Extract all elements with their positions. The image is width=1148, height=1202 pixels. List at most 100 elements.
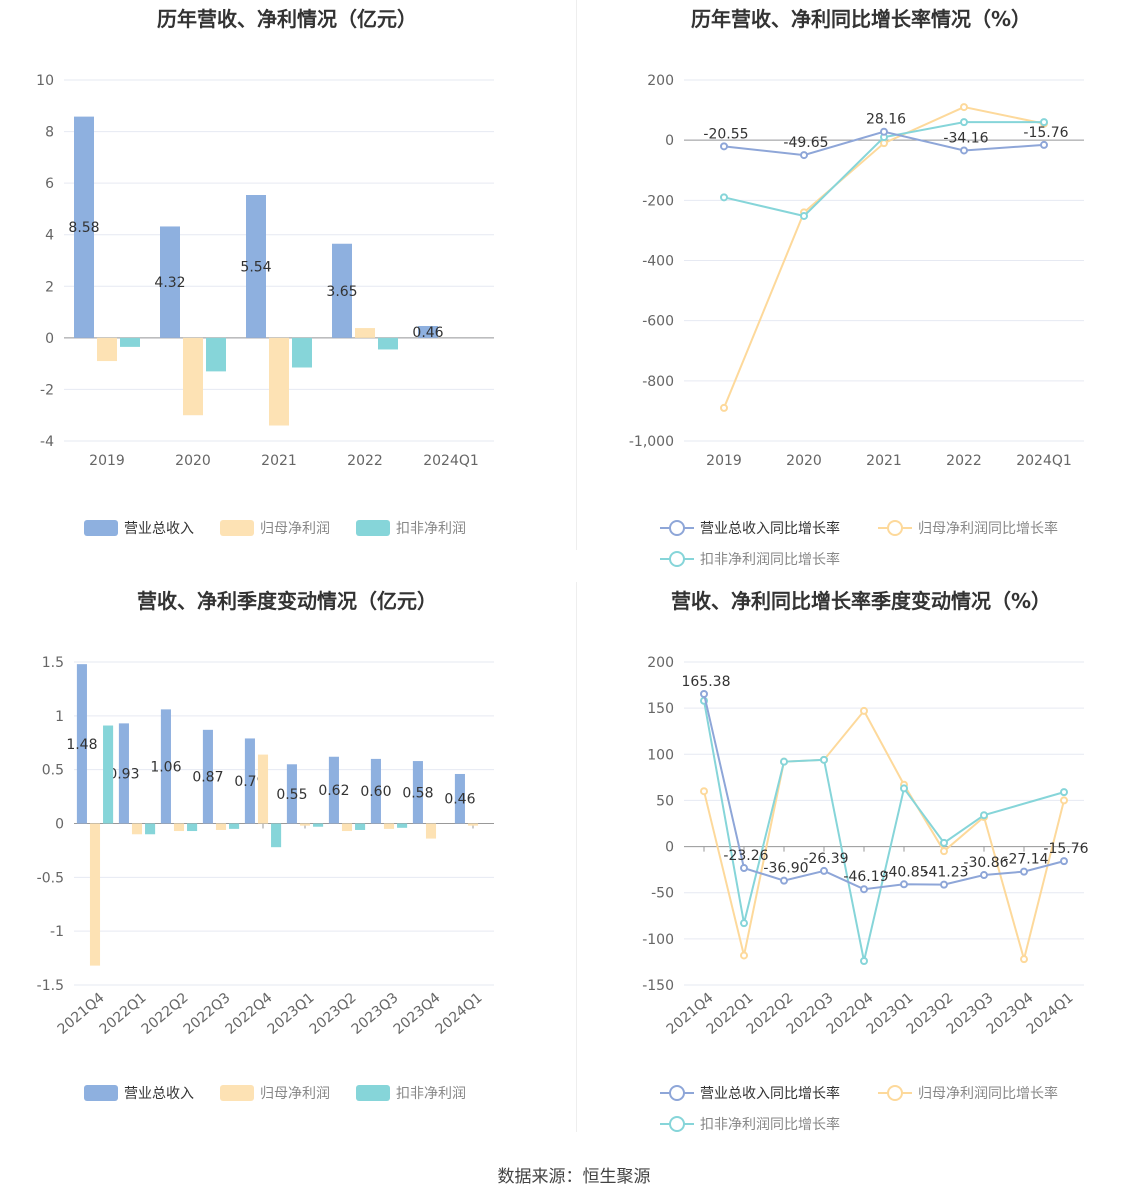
line-point [860,957,868,966]
x-tick-label: 2022Q1 [97,990,150,1038]
line-point [1040,140,1048,149]
x-tick-label: 2023Q2 [307,990,360,1038]
x-tick-label: 2021 [866,453,902,469]
line-point [860,706,868,715]
bar-deducted [206,337,226,372]
y-tick-label: -200 [642,193,674,209]
legend-swatch [84,520,118,536]
line-point [720,193,728,202]
legend-label: 营业总收入 [124,1086,194,1102]
bar-revenue [160,226,180,338]
y-tick-label: 6 [45,176,54,192]
legend-marker [887,1085,903,1101]
data-label: 28.16 [866,112,906,128]
data-label: 0.46 [444,792,475,808]
data-label: -34.16 [943,130,988,146]
y-tick-label: 2 [45,279,54,295]
bar-net-profit [383,823,395,829]
bar-revenue [246,195,266,338]
bar-revenue [418,325,438,338]
legend-label: 营业总收入 [124,521,194,537]
bar-net-profit [257,754,269,824]
y-tick-label: 4 [45,228,54,244]
data-label: -40.85 [883,864,928,880]
legend-marker [669,520,685,536]
y-tick-label: -1 [50,924,64,940]
y-tick-label: -800 [642,374,674,390]
y-tick-label: 200 [647,73,674,89]
line-point [700,787,708,796]
bar-net-profit [341,823,353,832]
bar-revenue [370,758,381,824]
x-tick-label: 2022Q3 [181,990,234,1038]
x-tick-label: 2024Q1 [423,453,479,469]
data-label: 5.54 [240,259,271,275]
x-tick-label: 2023Q1 [265,990,318,1038]
y-tick-label: 1.5 [42,655,64,671]
legend-label: 营业总收入同比增长率 [700,520,840,537]
x-tick-label: 2022 [946,453,982,469]
data-label: -27.14 [1003,852,1048,868]
legend-label: 扣非净利润同比增长率 [700,551,840,568]
line-point [1040,118,1048,127]
x-tick-label: 2024Q1 [1016,453,1072,469]
y-tick-label: 0.5 [42,763,64,779]
data-label: -15.76 [1043,841,1088,857]
legend-swatch [356,1085,390,1101]
data-label: -30.86 [963,855,1008,871]
line-point [1020,867,1028,876]
bar-revenue [328,756,339,824]
chart-title: 营收、净利季度变动情况（亿元） [137,589,437,613]
bar-net-profit [215,823,227,830]
line-point [940,838,948,847]
y-tick-label: -1.5 [37,978,64,994]
y-tick-label: 50 [656,793,674,809]
data-label: 0.62 [318,783,349,799]
quarter-growth-chart: 营收、净利同比增长率季度变动情况（%） 200 150 100 50 0 -50 -100 -1… [642,589,1088,1133]
y-tick-label: 1 [55,709,64,725]
bar-deducted [187,823,198,832]
line-series-deducted [703,700,1065,962]
y-tick-label: -150 [642,978,674,994]
bar-deducted [145,823,156,835]
y-tick-label: -4 [40,434,54,450]
bar-net-profit [173,823,185,832]
legend-label: 营业总收入同比增长率 [700,1085,840,1102]
x-tick-label: 2024Q1 [433,990,486,1038]
data-label: 0.55 [276,787,307,803]
bar-revenue [74,116,94,338]
line-point [880,127,888,136]
y-tick-label: -400 [642,254,674,270]
bar-deducted [313,823,324,827]
line-point [820,866,828,875]
line-point [720,403,728,412]
line-point [820,755,828,764]
y-tick-label: -50 [651,886,674,902]
bar-net-profit [425,823,437,839]
x-tick-label: 2022 [347,453,383,469]
y-tick-label: 0 [55,817,64,833]
legend-marker [669,1085,685,1101]
legend-label: 归母净利润同比增长率 [918,520,1058,537]
quarter-amount-chart: 营收、净利季度变动情况（亿元）1.510.50-0.5-1-1.52021Q42… [37,589,494,1102]
legend-swatch [356,520,390,536]
data-label: 1.48 [66,737,97,753]
data-label: 8.58 [68,220,99,236]
data-label: -26.39 [803,851,848,867]
legend-label: 扣非净利润 [396,1086,466,1102]
bar-net-profit [467,823,479,826]
bar-deducted [397,823,408,828]
x-tick-label: 2019 [706,453,742,469]
data-source: 数据来源：恒生聚源 [497,1167,651,1187]
annual-growth-panel: 历年营收、净利同比增长率情况（%） 200 0 -200 -400 -600 -800 -1,… [574,0,1148,582]
bar-revenue [332,243,352,338]
bar-revenue [202,729,213,824]
bar-deducted [103,725,114,824]
x-tick-label: 2022Q2 [139,990,192,1038]
legend-marker [669,1116,685,1132]
bar-revenue [286,764,297,824]
data-label: 0.46 [412,325,443,341]
bar-net-profit [355,328,375,338]
data-label: 165.38 [682,674,731,690]
bar-revenue [118,723,129,824]
